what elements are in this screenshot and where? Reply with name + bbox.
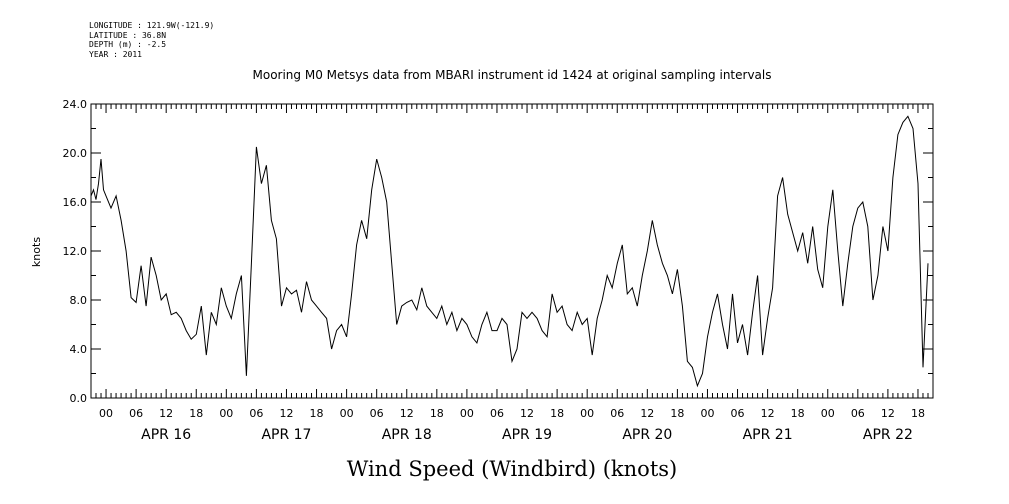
y-axis-label: knots <box>30 237 43 267</box>
x-hour-label: 00 <box>580 407 594 420</box>
x-hour-label: 12 <box>761 407 775 420</box>
metadata-depth: DEPTH (m) : -2.5 <box>89 40 167 49</box>
x-hour-label: 12 <box>159 407 173 420</box>
series-layer <box>90 115 929 388</box>
x-hour-label: 06 <box>249 407 263 420</box>
x-hour-label: 06 <box>490 407 504 420</box>
x-hour-label: 12 <box>640 407 654 420</box>
x-hour-label: 18 <box>430 407 444 420</box>
x-hour-label: 06 <box>851 407 865 420</box>
x-day-label: APR 17 <box>261 427 311 443</box>
x-hour-label: 18 <box>550 407 564 420</box>
wind-speed-series-line <box>90 115 929 388</box>
x-day-label: APR 16 <box>141 427 191 443</box>
x-hour-label: 18 <box>310 407 324 420</box>
y-tick-label: 24.0 <box>63 98 88 111</box>
tick-marks <box>90 103 934 399</box>
x-hour-label: 12 <box>400 407 414 420</box>
x-day-label: APR 20 <box>622 427 672 443</box>
x-hour-label: 00 <box>460 407 474 420</box>
metadata-latitude: LATITUDE : 36.8N <box>89 30 167 40</box>
x-hour-label: 06 <box>610 407 624 420</box>
y-tick-label: 12.0 <box>63 245 88 258</box>
x-hour-label: 00 <box>821 407 835 420</box>
x-hour-label: 00 <box>99 407 113 420</box>
x-hour-label: 06 <box>731 407 745 420</box>
x-hour-label: 12 <box>279 407 293 420</box>
metadata-longitude: LONGITUDE : 121.9W(-121.9) <box>89 21 215 30</box>
y-tick-label: 8.0 <box>70 294 88 307</box>
x-hour-label: 00 <box>700 407 714 420</box>
plot-frame <box>90 103 934 399</box>
x-hour-label: 00 <box>219 407 233 420</box>
x-hour-label: 06 <box>370 407 384 420</box>
x-day-label: APR 22 <box>863 427 913 443</box>
x-hour-label: 18 <box>670 407 684 420</box>
y-tick-label: 4.0 <box>70 343 88 356</box>
x-day-label: APR 18 <box>382 427 432 443</box>
x-hour-label: 18 <box>791 407 805 420</box>
x-day-label: APR 21 <box>743 427 793 443</box>
y-tick-label: 16.0 <box>63 196 88 209</box>
tick-labels: 0.0 4.0 8.0 12.0 16.0 20.0 24.0 00 06 12 18 00 06 12 1… <box>63 98 925 443</box>
x-axis-label: Wind Speed (Windbird) (knots) <box>347 457 677 481</box>
y-tick-label: 20.0 <box>63 147 88 160</box>
x-hour-label: 18 <box>189 407 203 420</box>
x-day-label: APR 19 <box>502 427 552 443</box>
x-hour-label: 12 <box>881 407 895 420</box>
x-hour-label: 18 <box>911 407 925 420</box>
chart-title: Mooring M0 Metsys data from MBARI instru… <box>253 68 772 82</box>
x-hour-label: 00 <box>340 407 354 420</box>
x-hour-label: 06 <box>129 407 143 420</box>
x-hour-label: 12 <box>520 407 534 420</box>
metadata-year: YEAR : 2011 <box>89 49 142 59</box>
axes <box>90 103 934 399</box>
metadata-block: LONGITUDE : 121.9W(-121.9) LATITUDE : 36… <box>89 21 214 59</box>
y-tick-label: 0.0 <box>70 392 88 405</box>
